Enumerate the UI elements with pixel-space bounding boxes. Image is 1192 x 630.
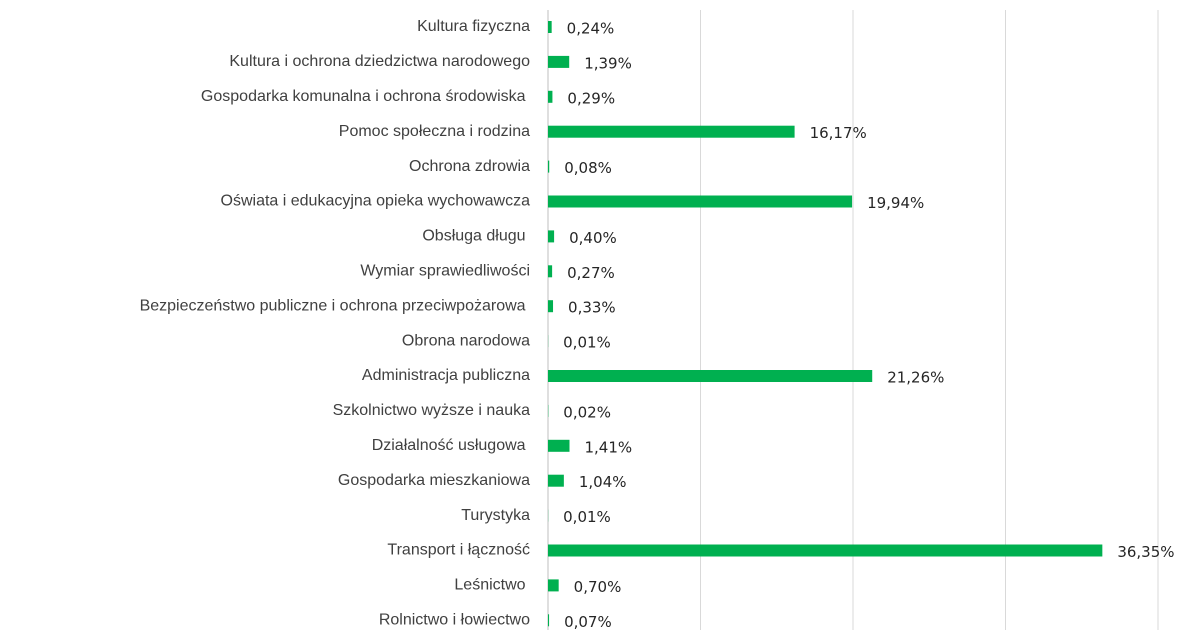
value-label: 1,41% (585, 438, 633, 456)
value-label: 0,01% (563, 334, 611, 352)
value-label: 36,35% (1117, 543, 1174, 561)
category-label: Działalność usługowa (372, 437, 530, 454)
value-label: 0,24% (567, 20, 615, 38)
bar (548, 230, 555, 243)
category-label: Kultura i ochrona dziedzictwa narodowego (229, 53, 530, 70)
category-label: Wymiar sprawiedliwości (360, 263, 530, 280)
category-label: Transport i łączność (387, 542, 530, 559)
category-label: Ochrona zdrowia (409, 158, 530, 175)
category-label: Turystyka (461, 507, 530, 524)
value-label: 0,33% (568, 299, 616, 317)
bar (548, 300, 554, 313)
value-label: 16,17% (810, 124, 867, 142)
value-label: 21,26% (887, 369, 944, 387)
bar (548, 544, 1103, 557)
bar (548, 579, 559, 592)
bar (548, 21, 552, 33)
value-label: 19,94% (867, 194, 924, 212)
category-label: Gospodarka mieszkaniowa (338, 472, 530, 489)
category-label: Pomoc społeczna i rodzina (339, 123, 530, 140)
bar (548, 439, 570, 452)
bar (548, 55, 570, 68)
bar (548, 125, 795, 138)
value-label: 0,70% (574, 578, 622, 596)
category-label: Oświata i edukacyjna opieka wychowawcza (221, 193, 531, 210)
category-label: Administracja publiczna (362, 367, 530, 384)
category-label: Leśnictwo (454, 577, 530, 594)
category-label: Obrona narodowa (402, 332, 530, 349)
value-label: 0,29% (567, 89, 615, 107)
value-label: 0,01% (563, 508, 611, 526)
bar (548, 474, 564, 487)
value-label: 0,07% (564, 613, 612, 630)
value-label: 0,08% (564, 159, 612, 177)
bar (548, 370, 873, 382)
bar (548, 265, 553, 278)
category-label: Bezpieczeństwo publiczne i ochrona przec… (140, 297, 530, 314)
bar (548, 90, 553, 103)
bar (548, 195, 853, 208)
bar (548, 160, 550, 173)
value-label: 1,39% (584, 54, 632, 72)
value-label: 1,04% (579, 473, 627, 491)
category-label: Szkolnictwo wyższe i nauka (333, 402, 531, 419)
value-label: 0,02% (563, 403, 611, 421)
value-label: 0,27% (567, 264, 615, 282)
category-label: Rolnictwo i łowiectwo (379, 612, 530, 629)
category-label: Kultura fizyczna (417, 18, 530, 35)
category-label: Obsługa długu (422, 228, 530, 245)
value-label: 0,40% (569, 229, 617, 247)
category-label: Gospodarka komunalna i ochrona środowisk… (201, 88, 530, 105)
bar (548, 614, 550, 627)
